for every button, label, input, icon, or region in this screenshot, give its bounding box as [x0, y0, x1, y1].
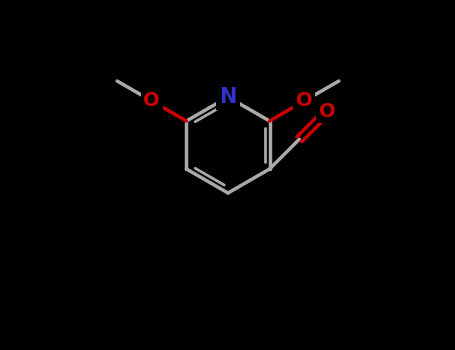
Text: O: O [319, 102, 336, 120]
Text: O: O [143, 91, 160, 111]
Text: O: O [296, 91, 313, 111]
Text: N: N [219, 87, 237, 107]
